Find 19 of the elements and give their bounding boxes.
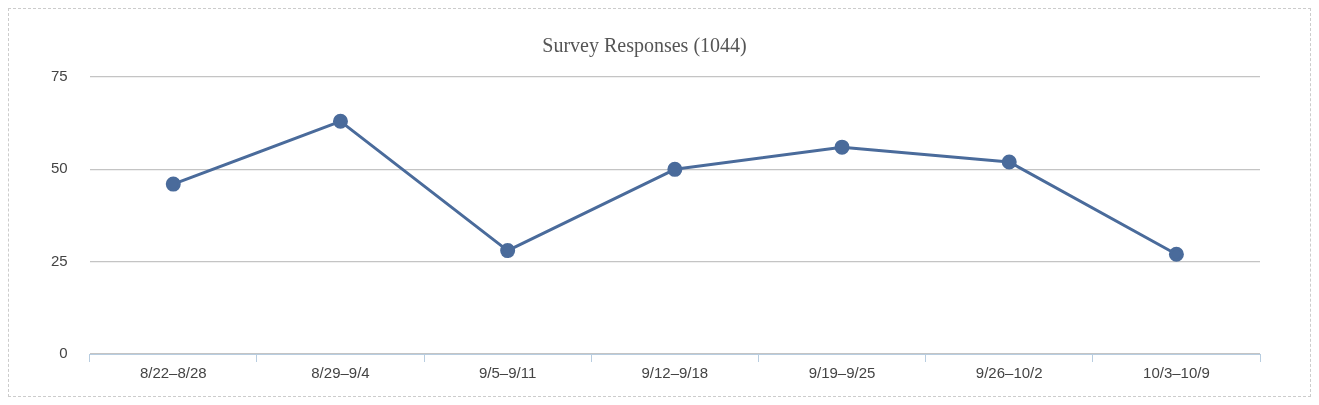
x-tick-label: 9/19–9/25: [808, 364, 876, 382]
x-tick-label: 9/5–9/11: [479, 364, 537, 382]
x-tick-label: 8/29–9/4: [311, 364, 370, 382]
chart-title: Survey Responses (1044): [542, 34, 747, 58]
point: [165, 176, 181, 192]
point: [1168, 246, 1184, 262]
y-tick-label: 50: [51, 159, 68, 177]
x-tick-label: 8/22–8/28: [139, 364, 207, 382]
y-tick-label: 25: [51, 251, 68, 269]
x-tick-label: 9/26–10/2: [975, 364, 1043, 382]
point: [500, 243, 516, 259]
y-tick-label: 75: [51, 67, 68, 85]
point: [667, 161, 683, 177]
y-tick-label: 0: [59, 344, 68, 362]
point: [332, 113, 348, 129]
x-tick-label: 9/12–9/18: [641, 364, 709, 382]
point: [834, 139, 850, 155]
point: [1001, 154, 1017, 170]
x-tick-label: 10/3–10/9: [1143, 364, 1210, 382]
